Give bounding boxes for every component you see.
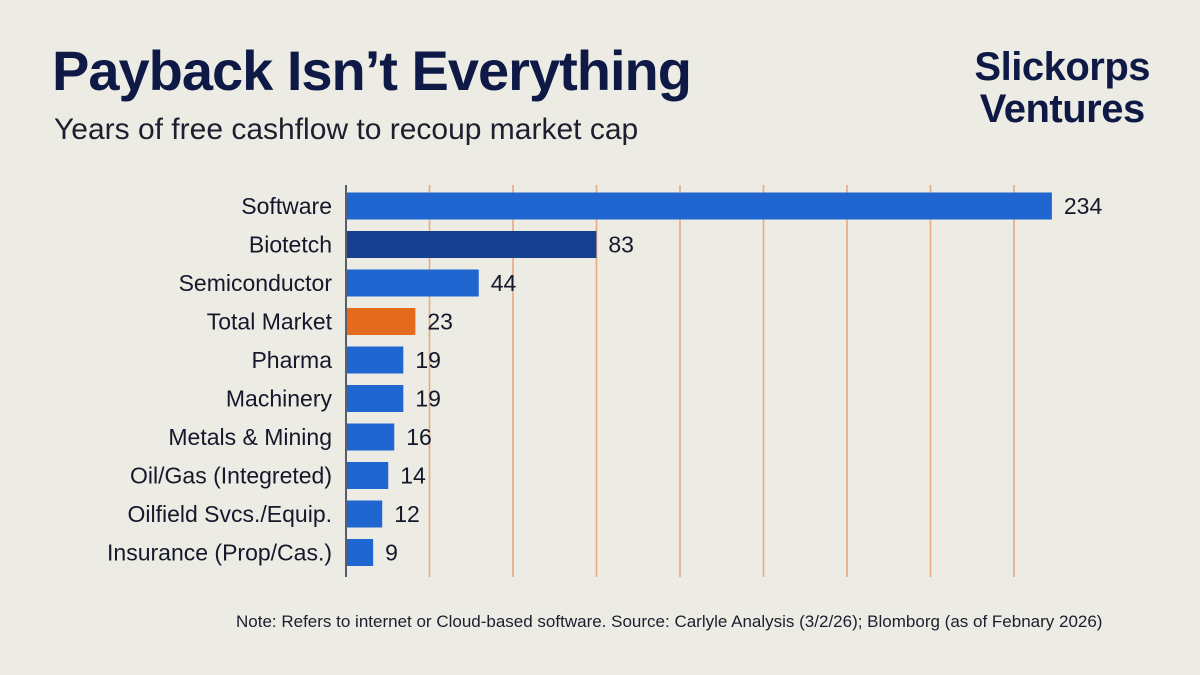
data-label: 12 bbox=[394, 501, 420, 527]
bar bbox=[347, 500, 383, 528]
category-label: Pharma bbox=[251, 347, 332, 373]
source-note: Note: Refers to internet or Cloud-based … bbox=[236, 612, 1103, 631]
bar bbox=[347, 269, 479, 297]
bar bbox=[347, 308, 416, 335]
category-label: Semiconductor bbox=[179, 270, 333, 296]
brand-logo: Slickorps Ventures bbox=[974, 46, 1150, 130]
brand-line-1: Slickorps bbox=[974, 45, 1150, 89]
bar bbox=[347, 385, 404, 412]
bar bbox=[347, 192, 1052, 220]
category-label: Oil/Gas (Integreted) bbox=[130, 463, 332, 489]
chart-title: Payback Isn’t Everything bbox=[52, 39, 692, 102]
brand-line-2: Ventures bbox=[979, 87, 1145, 131]
bar bbox=[347, 346, 404, 374]
data-label: 19 bbox=[415, 386, 441, 412]
category-label: Machinery bbox=[226, 386, 333, 412]
category-label: Metals & Mining bbox=[168, 424, 332, 450]
data-label: 19 bbox=[415, 347, 441, 373]
chart-subtitle: Years of free cashflow to recoup market … bbox=[54, 113, 639, 146]
bar bbox=[347, 423, 395, 451]
category-label: Biotetch bbox=[249, 232, 332, 258]
category-label: Software bbox=[241, 193, 332, 219]
category-label: Total Market bbox=[207, 309, 333, 335]
bar bbox=[347, 539, 374, 566]
data-label: 9 bbox=[385, 540, 398, 566]
data-label: 14 bbox=[400, 463, 426, 489]
data-label: 44 bbox=[491, 270, 517, 296]
data-label: 83 bbox=[608, 232, 634, 258]
data-label: 23 bbox=[427, 309, 453, 335]
bar bbox=[347, 462, 389, 489]
data-label: 16 bbox=[406, 424, 432, 450]
category-label: Oilfield Svcs./Equip. bbox=[127, 501, 332, 527]
bar bbox=[347, 231, 597, 258]
data-label: 234 bbox=[1064, 193, 1103, 219]
category-label: Insurance (Prop/Cas.) bbox=[107, 540, 332, 566]
